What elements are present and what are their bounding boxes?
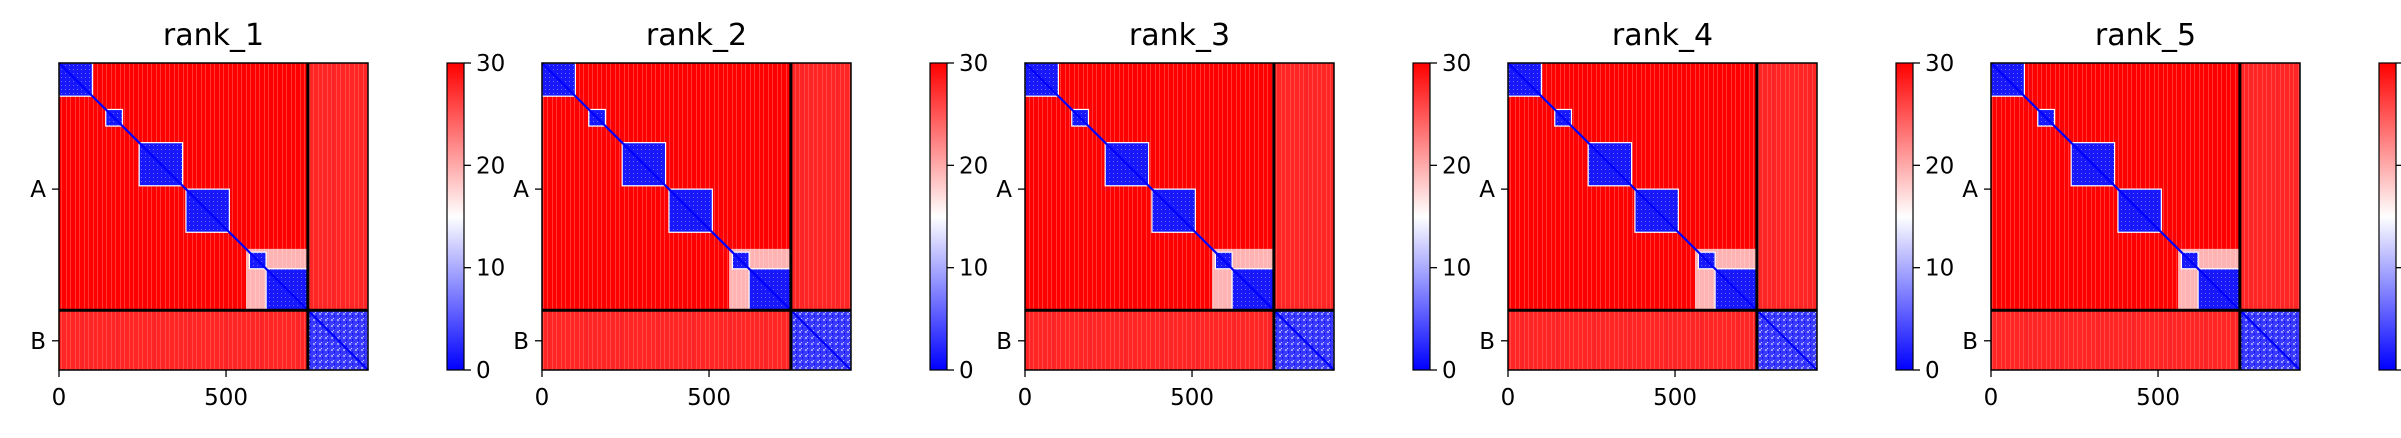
heatmap-frame <box>58 62 369 371</box>
panel-title: rank_1 <box>163 18 264 53</box>
x-tick-label: 0 <box>1018 385 1033 411</box>
x-tick-label: 0 <box>535 385 550 411</box>
colorbar <box>929 62 948 371</box>
colorbar <box>2378 62 2397 371</box>
panel-title: rank_4 <box>1612 18 1713 53</box>
colorbar <box>1412 62 1431 371</box>
heatmap-frame <box>541 62 852 371</box>
y-tick-label: A <box>513 177 529 203</box>
y-tick-label: A <box>30 177 46 203</box>
y-tick-label: A <box>1479 177 1495 203</box>
x-tick-label: 0 <box>52 385 67 411</box>
x-tick-label: 500 <box>204 385 248 411</box>
colorbar-tick-label: 20 <box>1925 153 1954 179</box>
offdiag-ab <box>1273 63 1334 311</box>
panel-title: rank_5 <box>2095 18 2196 53</box>
colorbar-tick-label: 30 <box>959 51 988 77</box>
colorbar-tick-label: 10 <box>959 256 988 282</box>
offdiag-ba <box>1991 310 2240 370</box>
offdiag-ba <box>542 310 791 370</box>
colorbar <box>1895 62 1914 371</box>
x-tick-label: 0 <box>1984 385 1999 411</box>
panel-3: rank_3 0 500 A B 0 10 20 30 <box>996 18 1471 411</box>
diagonal <box>1990 62 2301 371</box>
panel-title: rank_3 <box>1129 18 1230 53</box>
colorbar-tick-label: 0 <box>959 358 974 384</box>
x-tick-label: 500 <box>1653 385 1697 411</box>
colorbar-tick-label: 20 <box>476 153 505 179</box>
diagonal <box>58 62 369 371</box>
offdiag-ba <box>59 310 308 370</box>
colorbar-tick-label: 10 <box>476 256 505 282</box>
panel-4: rank_4 0 500 A B 0 10 20 30 <box>1479 18 1954 411</box>
heatmap-frame <box>1024 62 1335 371</box>
offdiag-ba <box>1025 310 1274 370</box>
y-tick-label: B <box>1479 329 1495 355</box>
heatmap-frame <box>1507 62 1818 371</box>
colorbar-tick-label: 10 <box>1925 256 1954 282</box>
y-tick-label: B <box>1962 329 1978 355</box>
panel-1: rank_1 0 500 A B 0 10 20 30 <box>30 18 505 411</box>
y-tick-label: B <box>30 329 46 355</box>
colorbar-tick-label: 0 <box>1442 358 1457 384</box>
diagonal <box>541 62 852 371</box>
y-tick-label: A <box>1962 177 1978 203</box>
y-tick-label: B <box>996 329 1012 355</box>
diagonal <box>1507 62 1818 371</box>
offdiag-ab <box>2239 63 2300 311</box>
colorbar-tick-label: 20 <box>959 153 988 179</box>
panel-5: rank_50500AB0102030 <box>1962 18 2401 411</box>
colorbar-tick-label: 10 <box>1442 256 1471 282</box>
panel-title: rank_2 <box>646 18 747 53</box>
x-tick-label: 500 <box>687 385 731 411</box>
colorbar-tick-label: 0 <box>476 358 491 384</box>
colorbar-tick-label: 0 <box>1925 358 1940 384</box>
colorbar-tick-label: 30 <box>1442 51 1471 77</box>
colorbar-tick-label: 30 <box>476 51 505 77</box>
x-tick-label: 500 <box>1170 385 1214 411</box>
diagonal <box>1024 62 1335 371</box>
colorbar-tick-label: 20 <box>1442 153 1471 179</box>
y-tick-label: A <box>996 177 1012 203</box>
x-tick-label: 0 <box>1501 385 1516 411</box>
offdiag-ba <box>1508 310 1757 370</box>
y-tick-label: B <box>513 329 529 355</box>
offdiag-ab <box>307 63 368 311</box>
panel-2: rank_2 0 500 A B 0 10 20 30 <box>513 18 988 411</box>
heatmap-frame <box>1990 62 2301 371</box>
x-tick-label: 500 <box>2136 385 2180 411</box>
offdiag-ab <box>790 63 851 311</box>
offdiag-ab <box>1756 63 1817 311</box>
colorbar <box>446 62 465 371</box>
colorbar-tick-label: 30 <box>1925 51 1954 77</box>
